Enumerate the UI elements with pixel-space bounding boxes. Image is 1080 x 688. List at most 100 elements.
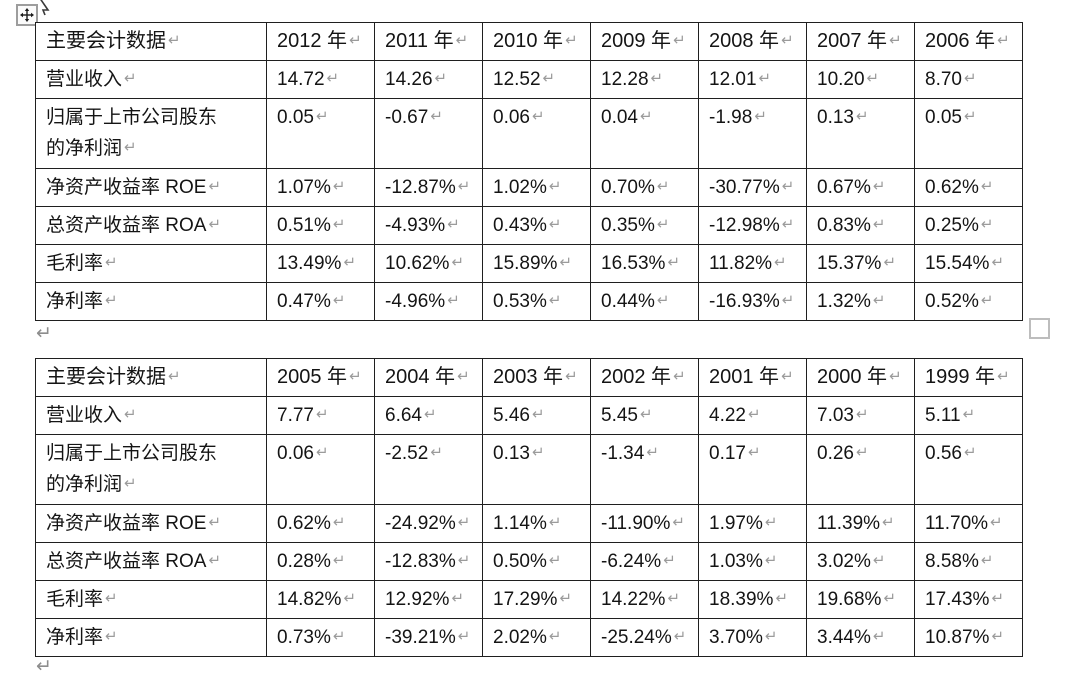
value-cell[interactable]: -2.52 ↵ bbox=[374, 434, 483, 505]
value-cell[interactable]: 13.49% ↵ bbox=[266, 244, 375, 283]
value-cell[interactable]: -4.93% ↵ bbox=[374, 206, 483, 245]
header-year-cell[interactable]: 2004 年 ↵ bbox=[374, 358, 483, 397]
value-cell[interactable]: 5.11 ↵ bbox=[914, 396, 1023, 435]
row-label-cell[interactable]: 营业收入 ↵ bbox=[35, 396, 267, 435]
value-cell[interactable]: -1.34 ↵ bbox=[590, 434, 699, 505]
value-cell[interactable]: 15.37% ↵ bbox=[806, 244, 915, 283]
value-cell[interactable]: 0.35% ↵ bbox=[590, 206, 699, 245]
value-cell[interactable]: 3.70% ↵ bbox=[698, 618, 807, 657]
header-year-cell[interactable]: 2003 年 ↵ bbox=[482, 358, 591, 397]
value-cell[interactable]: 15.89% ↵ bbox=[482, 244, 591, 283]
value-cell[interactable]: -4.96% ↵ bbox=[374, 282, 483, 321]
row-label-cell[interactable]: 总资产收益率 ROA ↵ bbox=[35, 542, 267, 581]
header-year-cell[interactable]: 2010 年 ↵ bbox=[482, 22, 591, 61]
value-cell[interactable]: 14.82% ↵ bbox=[266, 580, 375, 619]
value-cell[interactable]: -12.87% ↵ bbox=[374, 168, 483, 207]
value-cell[interactable]: 1.97% ↵ bbox=[698, 504, 807, 543]
value-cell[interactable]: 15.54% ↵ bbox=[914, 244, 1023, 283]
row-label-cell[interactable]: 归属于上市公司股东 的净利润 ↵ bbox=[35, 434, 267, 505]
header-year-cell[interactable]: 1999 年 ↵ bbox=[914, 358, 1023, 397]
header-year-cell[interactable]: 2009 年 ↵ bbox=[590, 22, 699, 61]
value-cell[interactable]: -11.90% ↵ bbox=[590, 504, 699, 543]
value-cell[interactable]: 1.02% ↵ bbox=[482, 168, 591, 207]
row-label-cell[interactable]: 总资产收益率 ROA ↵ bbox=[35, 206, 267, 245]
value-cell[interactable]: 7.03 ↵ bbox=[806, 396, 915, 435]
header-year-cell[interactable]: 2006 年 ↵ bbox=[914, 22, 1023, 61]
value-cell[interactable]: 7.77 ↵ bbox=[266, 396, 375, 435]
value-cell[interactable]: -25.24% ↵ bbox=[590, 618, 699, 657]
row-label-cell[interactable]: 营业收入 ↵ bbox=[35, 60, 267, 99]
value-cell[interactable]: 1.14% ↵ bbox=[482, 504, 591, 543]
header-year-cell[interactable]: 2000 年 ↵ bbox=[806, 358, 915, 397]
value-cell[interactable]: 0.13 ↵ bbox=[482, 434, 591, 505]
value-cell[interactable]: 12.52 ↵ bbox=[482, 60, 591, 99]
row-label-cell[interactable]: 净利率 ↵ bbox=[35, 618, 267, 657]
value-cell[interactable]: 6.64 ↵ bbox=[374, 396, 483, 435]
table-resize-handle[interactable] bbox=[1029, 318, 1050, 339]
value-cell[interactable]: 0.13 ↵ bbox=[806, 98, 915, 169]
value-cell[interactable]: 8.58% ↵ bbox=[914, 542, 1023, 581]
value-cell[interactable]: 0.50% ↵ bbox=[482, 542, 591, 581]
value-cell[interactable]: 12.01 ↵ bbox=[698, 60, 807, 99]
row-label-cell[interactable]: 净资产收益率 ROE ↵ bbox=[35, 504, 267, 543]
value-cell[interactable]: 0.04 ↵ bbox=[590, 98, 699, 169]
value-cell[interactable]: 0.05 ↵ bbox=[914, 98, 1023, 169]
value-cell[interactable]: 14.72 ↵ bbox=[266, 60, 375, 99]
value-cell[interactable]: -39.21% ↵ bbox=[374, 618, 483, 657]
value-cell[interactable]: 1.03% ↵ bbox=[698, 542, 807, 581]
value-cell[interactable]: -6.24% ↵ bbox=[590, 542, 699, 581]
value-cell[interactable]: 0.53% ↵ bbox=[482, 282, 591, 321]
value-cell[interactable]: 10.20 ↵ bbox=[806, 60, 915, 99]
header-label-cell[interactable]: 主要会计数据 ↵ bbox=[35, 22, 267, 61]
value-cell[interactable]: 5.45 ↵ bbox=[590, 396, 699, 435]
value-cell[interactable]: 0.67% ↵ bbox=[806, 168, 915, 207]
value-cell[interactable]: 0.70% ↵ bbox=[590, 168, 699, 207]
value-cell[interactable]: -1.98 ↵ bbox=[698, 98, 807, 169]
header-year-cell[interactable]: 2002 年 ↵ bbox=[590, 358, 699, 397]
value-cell[interactable]: 17.29% ↵ bbox=[482, 580, 591, 619]
value-cell[interactable]: 0.26 ↵ bbox=[806, 434, 915, 505]
value-cell[interactable]: 14.26 ↵ bbox=[374, 60, 483, 99]
value-cell[interactable]: 1.07% ↵ bbox=[266, 168, 375, 207]
value-cell[interactable]: 0.62% ↵ bbox=[266, 504, 375, 543]
value-cell[interactable]: 4.22 ↵ bbox=[698, 396, 807, 435]
value-cell[interactable]: 10.87% ↵ bbox=[914, 618, 1023, 657]
value-cell[interactable]: 3.02% ↵ bbox=[806, 542, 915, 581]
value-cell[interactable]: 19.68% ↵ bbox=[806, 580, 915, 619]
value-cell[interactable]: 0.25% ↵ bbox=[914, 206, 1023, 245]
value-cell[interactable]: 0.56 ↵ bbox=[914, 434, 1023, 505]
row-label-cell[interactable]: 归属于上市公司股东 的净利润 ↵ bbox=[35, 98, 267, 169]
value-cell[interactable]: 0.06 ↵ bbox=[266, 434, 375, 505]
value-cell[interactable]: 18.39% ↵ bbox=[698, 580, 807, 619]
value-cell[interactable]: -12.98% ↵ bbox=[698, 206, 807, 245]
value-cell[interactable]: 12.28 ↵ bbox=[590, 60, 699, 99]
row-label-cell[interactable]: 毛利率 ↵ bbox=[35, 580, 267, 619]
row-label-cell[interactable]: 净利率 ↵ bbox=[35, 282, 267, 321]
value-cell[interactable]: 0.44% ↵ bbox=[590, 282, 699, 321]
value-cell[interactable]: 14.22% ↵ bbox=[590, 580, 699, 619]
header-year-cell[interactable]: 2011 年 ↵ bbox=[374, 22, 483, 61]
value-cell[interactable]: -24.92% ↵ bbox=[374, 504, 483, 543]
value-cell[interactable]: -0.67 ↵ bbox=[374, 98, 483, 169]
value-cell[interactable]: 5.46 ↵ bbox=[482, 396, 591, 435]
value-cell[interactable]: 0.43% ↵ bbox=[482, 206, 591, 245]
value-cell[interactable]: 0.05 ↵ bbox=[266, 98, 375, 169]
value-cell[interactable]: 16.53% ↵ bbox=[590, 244, 699, 283]
header-year-cell[interactable]: 2008 年 ↵ bbox=[698, 22, 807, 61]
value-cell[interactable]: 0.06 ↵ bbox=[482, 98, 591, 169]
value-cell[interactable]: 10.62% ↵ bbox=[374, 244, 483, 283]
value-cell[interactable]: -30.77% ↵ bbox=[698, 168, 807, 207]
value-cell[interactable]: 12.92% ↵ bbox=[374, 580, 483, 619]
value-cell[interactable]: 0.62% ↵ bbox=[914, 168, 1023, 207]
header-label-cell[interactable]: 主要会计数据 ↵ bbox=[35, 358, 267, 397]
value-cell[interactable]: 0.28% ↵ bbox=[266, 542, 375, 581]
row-label-cell[interactable]: 净资产收益率 ROE ↵ bbox=[35, 168, 267, 207]
value-cell[interactable]: 0.17 ↵ bbox=[698, 434, 807, 505]
header-year-cell[interactable]: 2012 年 ↵ bbox=[266, 22, 375, 61]
row-label-cell[interactable]: 毛利率 ↵ bbox=[35, 244, 267, 283]
value-cell[interactable]: 3.44% ↵ bbox=[806, 618, 915, 657]
value-cell[interactable]: 8.70 ↵ bbox=[914, 60, 1023, 99]
table-move-handle[interactable] bbox=[16, 4, 38, 26]
header-year-cell[interactable]: 2007 年 ↵ bbox=[806, 22, 915, 61]
value-cell[interactable]: 0.73% ↵ bbox=[266, 618, 375, 657]
